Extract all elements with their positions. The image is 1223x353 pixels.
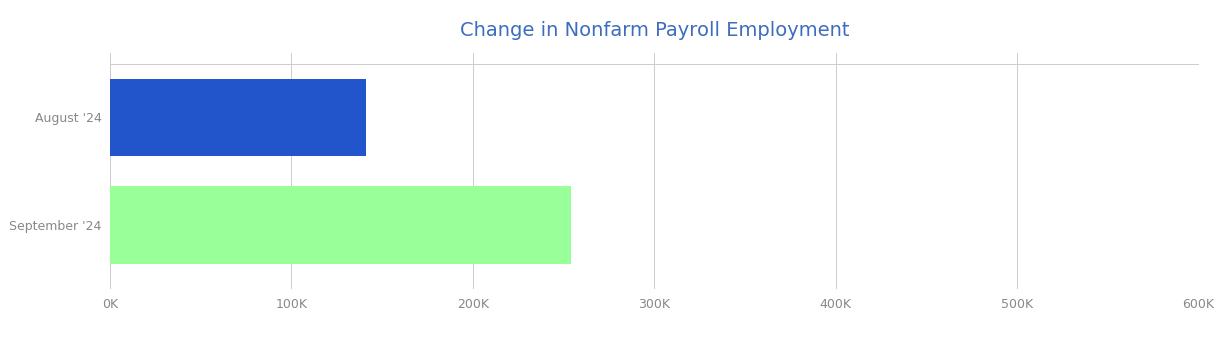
Title: Change in Nonfarm Payroll Employment: Change in Nonfarm Payroll Employment — [460, 21, 849, 40]
Bar — [110, 79, 366, 156]
Bar — [110, 186, 571, 264]
